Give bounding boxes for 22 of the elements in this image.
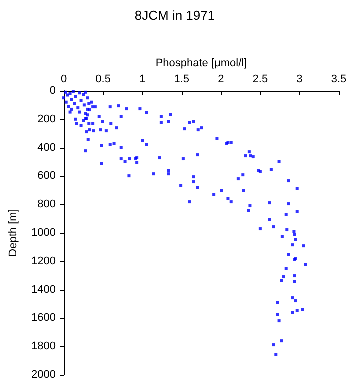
chart-title: 8JCM in 1971 <box>134 8 216 23</box>
y-tick-label: 1800 <box>32 340 56 353</box>
x-tick-label: 0 <box>60 74 68 86</box>
x-tick-label: 2.5 <box>252 74 268 86</box>
y-axis-title: Depth [m] <box>8 209 20 257</box>
x-tick-label: 3.5 <box>331 74 347 86</box>
y-tick-label: 400 <box>38 142 56 154</box>
y-tick-label: 800 <box>38 198 56 211</box>
y-tick-label: 0 <box>50 85 56 97</box>
x-tick-label: 0.5 <box>96 74 111 86</box>
y-tick-label: 1000 <box>32 227 56 239</box>
y-tick-label: 600 <box>38 170 56 182</box>
y-tick-label: 200 <box>38 113 56 126</box>
y-tick-label: 1600 <box>32 312 56 324</box>
x-tick-label: 1 <box>140 74 146 86</box>
x-tick-label: 3 <box>296 74 303 86</box>
x-axis-title: Phosphate [μmol/l] <box>156 58 248 70</box>
y-tick-label: 2000 <box>32 369 56 381</box>
y-tick-label: 1200 <box>32 255 56 268</box>
y-tick-label: 1400 <box>32 284 56 296</box>
x-tick-label: 2 <box>218 74 224 86</box>
x-tick-label: 1.5 <box>174 74 190 86</box>
